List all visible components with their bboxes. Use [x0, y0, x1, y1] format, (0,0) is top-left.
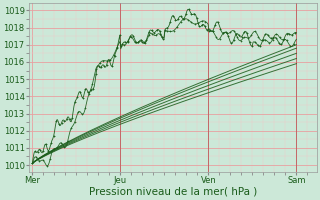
X-axis label: Pression niveau de la mer( hPa ): Pression niveau de la mer( hPa )	[89, 187, 257, 197]
